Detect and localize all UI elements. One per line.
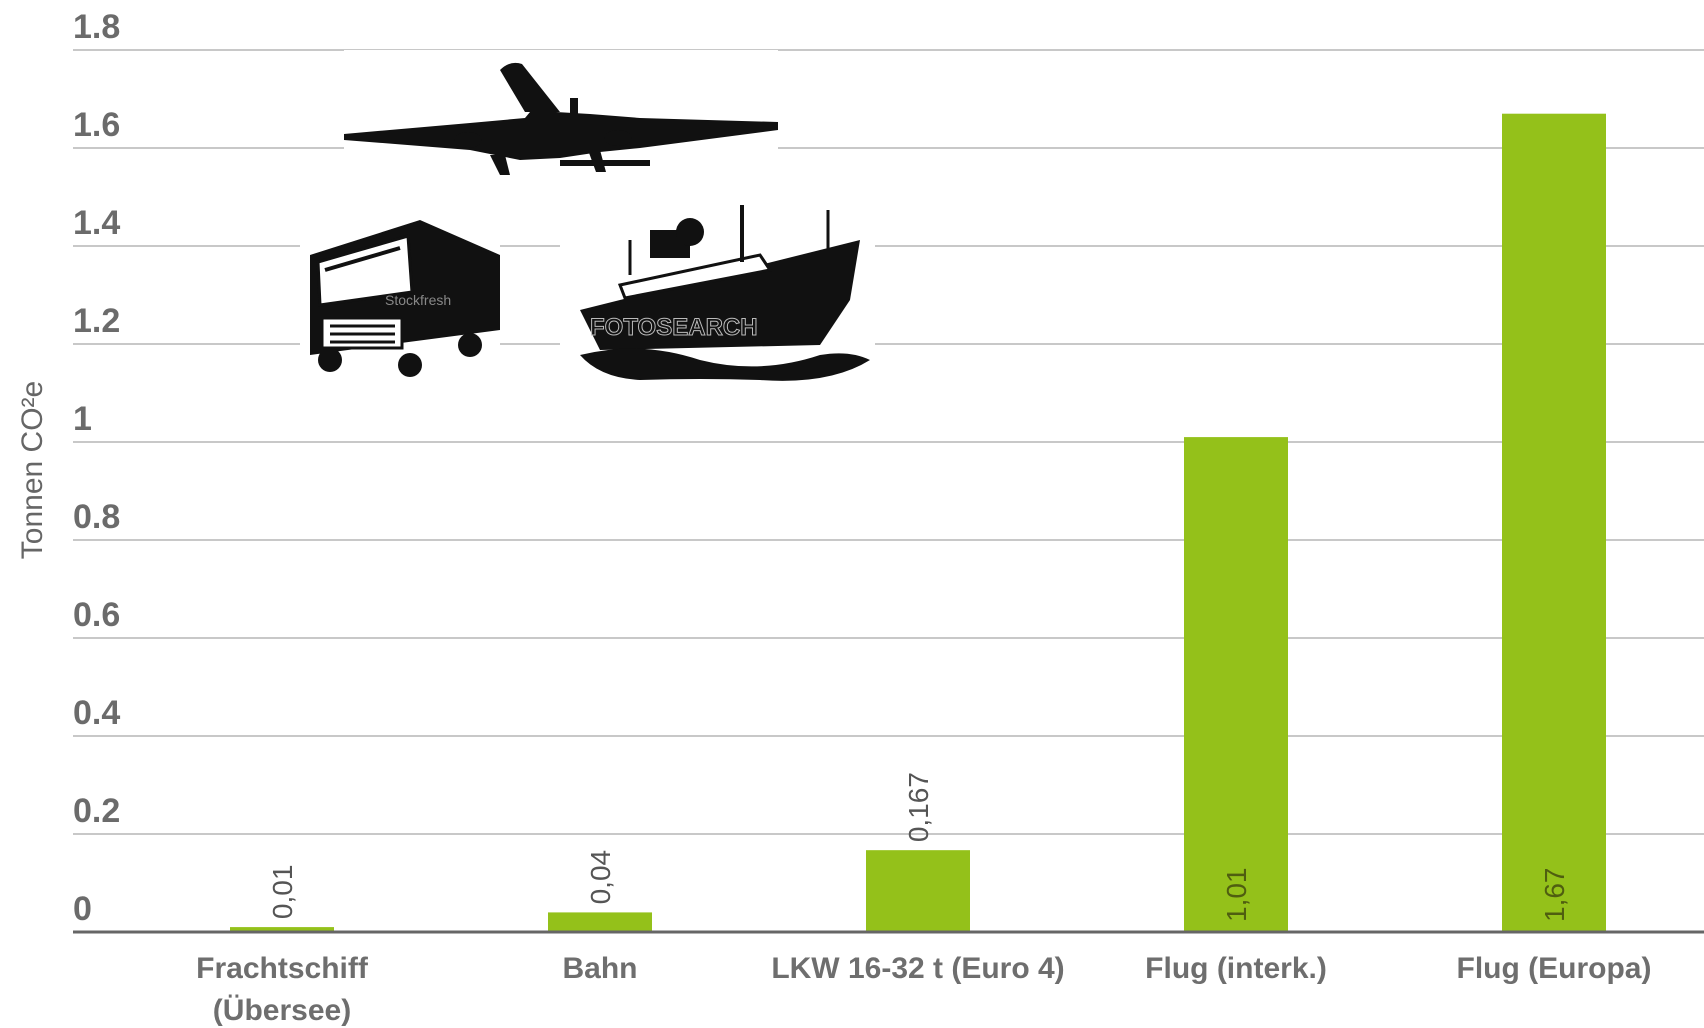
y-tick-label: 1.8 xyxy=(73,8,120,46)
grid-lines xyxy=(73,49,1704,835)
x-category-label: LKW 16-32 t (Euro 4) xyxy=(771,952,1064,985)
transport-illustrations: Stockfresh FOTOSEARCH xyxy=(300,50,875,410)
bar xyxy=(548,912,652,932)
data-label: 0,04 xyxy=(585,850,616,905)
x-category-label: Flug (interk.) xyxy=(1145,952,1327,985)
bar xyxy=(230,927,334,932)
y-tick-label: 1.4 xyxy=(73,204,120,242)
data-label: 0,01 xyxy=(267,865,298,920)
x-category-label: Flug (Europa) xyxy=(1457,952,1652,985)
y-tick-label: 1.6 xyxy=(73,106,120,144)
y-axis-label: Tonnen CO²e xyxy=(16,381,49,559)
x-axis-categories: Frachtschiff (Übersee) Bahn LKW 16-32 t (Eu… xyxy=(196,952,1651,1027)
y-tick-label: 0.6 xyxy=(73,596,120,634)
airplane-icon xyxy=(344,62,778,175)
data-label: 1,67 xyxy=(1539,868,1570,923)
bar xyxy=(1502,113,1606,932)
bars: 0,01 0,04 0,167 1,01 1,67 xyxy=(230,113,1606,932)
x-category-label: Frachtschiff xyxy=(196,952,369,985)
y-tick-label: 1.2 xyxy=(73,302,120,340)
y-tick-label: 0 xyxy=(73,890,92,928)
y-tick-label: 0.4 xyxy=(73,694,120,732)
bar xyxy=(866,850,970,932)
bar xyxy=(1184,437,1288,932)
y-tick-label: 0.2 xyxy=(73,792,120,830)
x-category-label: (Übersee) xyxy=(213,994,351,1027)
x-category-label: Bahn xyxy=(563,952,638,985)
y-tick-label: 1 xyxy=(73,400,92,438)
data-label: 1,01 xyxy=(1221,868,1252,923)
y-tick-label: 0.8 xyxy=(73,498,120,536)
ship-icon: FOTOSEARCH xyxy=(580,205,870,381)
y-axis-ticks: 0 0.2 0.4 0.6 0.8 1 1.2 1.4 1.6 1.8 xyxy=(73,8,120,928)
svg-text:FOTOSEARCH: FOTOSEARCH xyxy=(590,314,758,341)
truck-icon: Stockfresh xyxy=(310,220,500,377)
svg-text:Stockfresh: Stockfresh xyxy=(385,292,451,308)
data-label: 0,167 xyxy=(903,772,934,842)
